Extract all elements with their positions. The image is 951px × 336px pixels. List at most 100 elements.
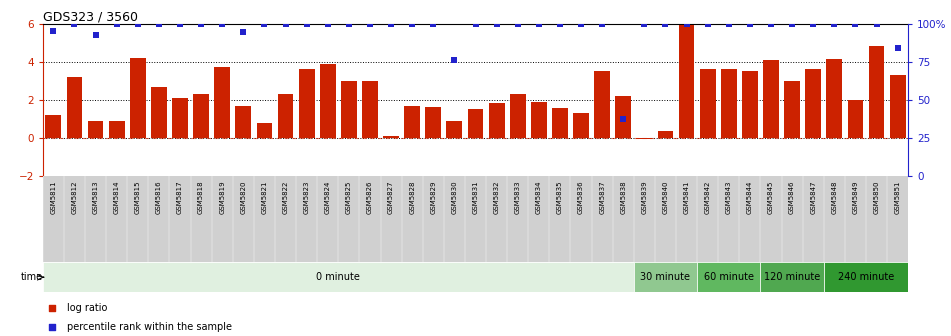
Text: GSM5833: GSM5833 — [514, 181, 521, 214]
Bar — [847, 100, 864, 138]
Text: GSM5828: GSM5828 — [409, 181, 416, 214]
Text: GSM5824: GSM5824 — [324, 181, 331, 214]
Bar — [257, 123, 272, 138]
Text: GSM5819: GSM5819 — [220, 181, 225, 214]
Point — [637, 21, 652, 26]
Text: GSM5841: GSM5841 — [684, 181, 689, 214]
Point — [848, 21, 864, 26]
Point — [193, 21, 208, 26]
Bar — [46, 115, 61, 138]
Text: GSM5840: GSM5840 — [663, 181, 669, 214]
Bar — [108, 121, 125, 138]
Bar — [868, 46, 884, 138]
Bar — [341, 81, 357, 138]
Text: GSM5821: GSM5821 — [262, 181, 267, 214]
Text: GSM5837: GSM5837 — [599, 181, 605, 214]
Bar — [172, 98, 188, 138]
Text: percentile rank within the sample: percentile rank within the sample — [67, 322, 232, 332]
Point — [87, 32, 103, 38]
Text: 0 minute: 0 minute — [317, 272, 360, 282]
Point — [594, 21, 610, 26]
Point — [130, 21, 146, 26]
Point — [67, 21, 82, 26]
Bar — [362, 81, 378, 138]
Text: 120 minute: 120 minute — [764, 272, 821, 282]
Text: time: time — [21, 272, 43, 282]
Bar — [425, 107, 441, 138]
Point — [510, 21, 525, 26]
Point — [785, 21, 800, 26]
Text: GSM5845: GSM5845 — [768, 181, 774, 214]
Text: GSM5812: GSM5812 — [71, 181, 77, 214]
Bar — [636, 138, 652, 139]
Text: GSM5827: GSM5827 — [388, 181, 394, 214]
Text: GSM5849: GSM5849 — [852, 181, 859, 214]
Text: GSM5839: GSM5839 — [641, 181, 648, 214]
Point — [172, 21, 187, 26]
Text: GSM5825: GSM5825 — [346, 181, 352, 214]
Text: GSM5848: GSM5848 — [831, 181, 837, 214]
Text: GSM5846: GSM5846 — [789, 181, 795, 214]
Point — [869, 21, 884, 26]
Text: GDS323 / 3560: GDS323 / 3560 — [43, 10, 138, 24]
Point — [404, 21, 419, 26]
Point — [447, 57, 462, 62]
Bar — [761, 262, 824, 292]
Text: GSM5842: GSM5842 — [705, 181, 710, 214]
Bar — [742, 71, 758, 138]
Point — [721, 21, 736, 26]
Text: GSM5813: GSM5813 — [92, 181, 99, 214]
Bar — [193, 94, 209, 138]
Text: GSM5826: GSM5826 — [367, 181, 373, 214]
Bar — [446, 121, 462, 138]
Point — [553, 21, 568, 26]
Point — [573, 21, 589, 26]
Bar — [785, 81, 800, 138]
Point — [890, 46, 905, 51]
Text: GSM5850: GSM5850 — [874, 181, 880, 214]
Bar — [763, 60, 779, 138]
Bar — [594, 71, 610, 138]
Point — [151, 21, 166, 26]
Bar — [805, 70, 821, 138]
Bar — [299, 70, 315, 138]
Bar — [130, 58, 146, 138]
Bar — [278, 94, 294, 138]
Bar — [721, 70, 737, 138]
Point — [658, 21, 673, 26]
Point — [826, 21, 842, 26]
Text: GSM5847: GSM5847 — [810, 181, 816, 214]
Bar — [151, 87, 166, 138]
Point — [109, 21, 125, 26]
Text: 60 minute: 60 minute — [704, 272, 754, 282]
Point — [257, 21, 272, 26]
Text: GSM5817: GSM5817 — [177, 181, 183, 214]
Bar — [383, 136, 399, 138]
Text: log ratio: log ratio — [67, 303, 107, 312]
Point — [743, 21, 758, 26]
Point — [764, 21, 779, 26]
Text: GSM5820: GSM5820 — [241, 181, 246, 214]
Text: GSM5811: GSM5811 — [50, 181, 56, 214]
Bar — [633, 262, 697, 292]
Point — [236, 30, 251, 35]
Point — [299, 21, 314, 26]
Text: GSM5834: GSM5834 — [535, 181, 542, 214]
Bar — [826, 59, 843, 138]
Bar — [615, 96, 631, 138]
Text: GSM5836: GSM5836 — [578, 181, 584, 214]
Text: GSM5829: GSM5829 — [430, 181, 437, 214]
Point — [383, 21, 398, 26]
Point — [489, 21, 504, 26]
Point — [805, 21, 821, 26]
Point — [341, 21, 357, 26]
Text: GSM5843: GSM5843 — [726, 181, 731, 214]
Bar — [214, 68, 230, 138]
Bar — [43, 262, 633, 292]
Point — [426, 21, 441, 26]
Bar — [697, 262, 761, 292]
Bar — [531, 102, 547, 138]
Bar — [700, 70, 715, 138]
Point — [46, 29, 61, 34]
Bar — [320, 64, 336, 138]
